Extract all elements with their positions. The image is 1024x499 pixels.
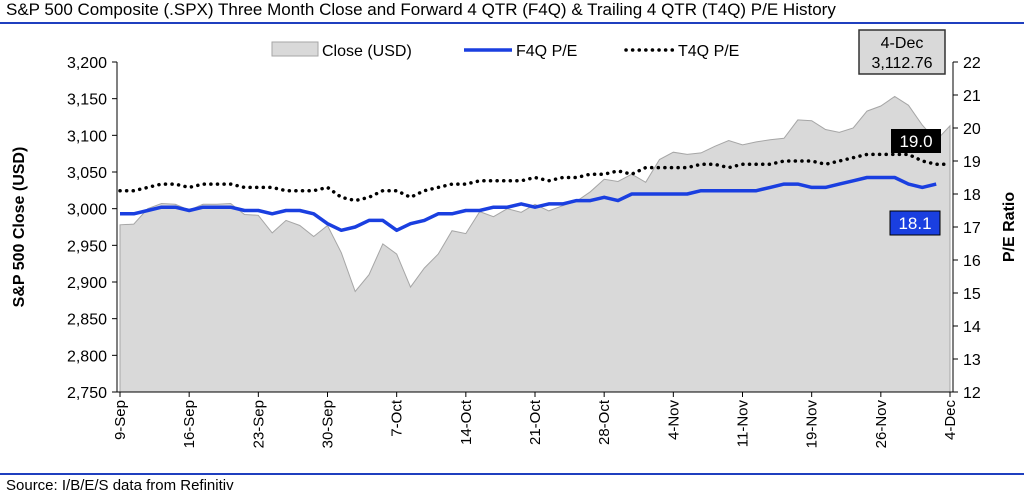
left-tick-label: 3,050 [67, 165, 107, 182]
x-tick-label: 19-Nov [804, 400, 821, 449]
close-callout-box [858, 29, 946, 75]
top-rule [0, 22, 1024, 24]
right-tick-label: 19 [963, 154, 981, 171]
left-tick-label: 2,800 [67, 348, 107, 365]
right-tick-label: 21 [963, 88, 981, 105]
f4q-callout-label: 18.1 [898, 214, 931, 233]
left-tick-label: 3,000 [67, 202, 107, 219]
x-tick-label: 26-Nov [873, 400, 890, 449]
f4q-line [120, 175, 937, 233]
y2-axis-title: P/E Ratio [1001, 192, 1018, 262]
left-tick-label: 2,900 [67, 275, 107, 292]
x-tick-label: 9-Sep [112, 400, 129, 440]
left-tick-label: 2,850 [67, 312, 107, 329]
left-tick-label: 3,200 [67, 55, 107, 72]
chart-title: S&P 500 Composite (.SPX) Three Month Clo… [6, 0, 836, 19]
t4q-callout-label: 19.0 [899, 132, 932, 151]
x-tick-label: 23-Sep [250, 400, 267, 448]
right-tick-label: 17 [963, 220, 981, 237]
x-tick-label: 30-Sep [320, 400, 337, 448]
right-tick-label: 22 [963, 55, 981, 72]
right-tick-label: 12 [963, 385, 981, 402]
close-area [119, 95, 951, 393]
x-tick-label: 4-Nov [665, 400, 682, 441]
bottom-rule [0, 473, 1024, 475]
right-tick-label: 16 [963, 253, 981, 270]
t4q-line [118, 152, 952, 203]
y-axis-title: S&P 500 Close (USD) [11, 147, 28, 308]
f4q-callout-box [889, 210, 941, 236]
right-tick-label: 14 [963, 319, 981, 336]
close-callout-date: 4-Dec [881, 35, 924, 52]
close-callout-value: 3,112.76 [871, 55, 932, 72]
right-tick-label: 13 [963, 352, 981, 369]
legend-label-f4q: F4Q P/E [516, 43, 577, 60]
left-tick-label: 2,950 [67, 238, 107, 255]
legend-swatch-close [271, 41, 319, 57]
legend-label-close: Close (USD) [322, 43, 412, 60]
x-tick-label: 28-Oct [596, 399, 613, 445]
legend-label-t4q: T4Q P/E [678, 43, 739, 60]
right-tick-label: 18 [963, 187, 981, 204]
left-tick-label: 2,750 [67, 385, 107, 402]
t4q-callout-box [891, 129, 941, 153]
x-tick-label: 14-Oct [458, 399, 475, 445]
x-tick-label: 4-Dec [942, 400, 959, 441]
x-tick-label: 11-Nov [735, 400, 752, 448]
left-tick-label: 3,150 [67, 92, 107, 109]
x-tick-label: 16-Sep [181, 400, 198, 448]
right-tick-label: 20 [963, 121, 981, 138]
source-note: Source: I/B/E/S data from Refinitiv [6, 477, 234, 494]
left-tick-label: 3,100 [67, 128, 107, 145]
x-tick-label: 7-Oct [389, 399, 406, 437]
right-tick-label: 15 [963, 286, 981, 303]
x-tick-label: 21-Oct [527, 399, 544, 445]
